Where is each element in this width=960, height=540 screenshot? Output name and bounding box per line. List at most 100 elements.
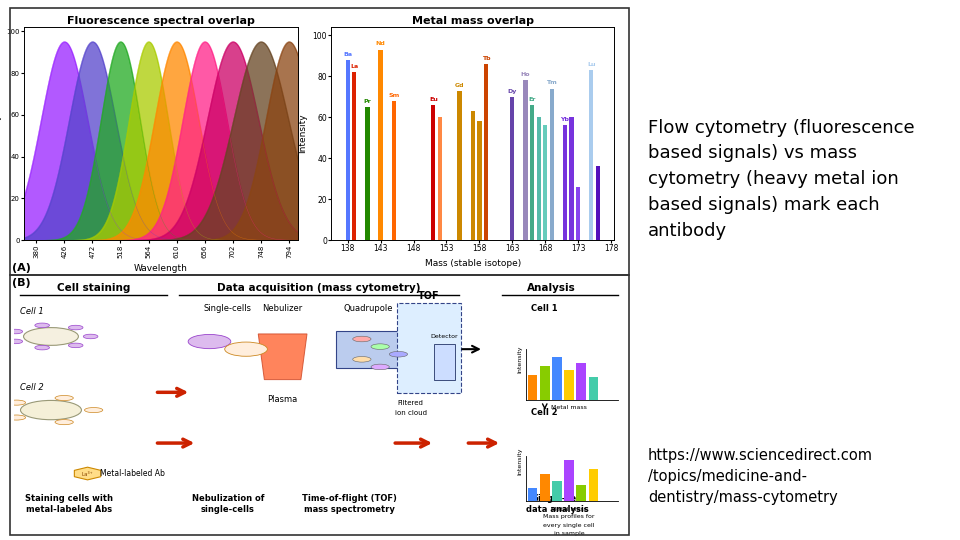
Text: Cell 2: Cell 2 <box>532 408 558 417</box>
Ellipse shape <box>371 344 390 349</box>
Text: metal-labeled Abs: metal-labeled Abs <box>26 504 112 514</box>
Text: every single cell: every single cell <box>543 523 595 528</box>
Polygon shape <box>258 334 307 380</box>
Ellipse shape <box>84 334 98 339</box>
Bar <box>576 187 580 240</box>
Bar <box>550 89 554 240</box>
Text: Mass profiles for: Mass profiles for <box>543 514 595 519</box>
Ellipse shape <box>352 336 371 342</box>
Text: ion cloud: ion cloud <box>395 410 426 416</box>
Ellipse shape <box>390 352 408 357</box>
Bar <box>523 80 528 240</box>
Ellipse shape <box>55 420 73 424</box>
Ellipse shape <box>68 325 83 330</box>
FancyBboxPatch shape <box>336 330 400 368</box>
Text: Yb: Yb <box>561 117 569 123</box>
Ellipse shape <box>8 339 23 344</box>
Text: in sample: in sample <box>554 531 585 536</box>
Bar <box>564 460 574 502</box>
Bar <box>530 105 534 240</box>
Bar <box>458 91 462 240</box>
Text: Dy: Dy <box>508 89 517 93</box>
Text: Lu: Lu <box>588 62 595 67</box>
Ellipse shape <box>24 328 79 346</box>
Text: Pr: Pr <box>364 99 372 104</box>
FancyBboxPatch shape <box>396 303 461 393</box>
Text: TOF: TOF <box>419 291 440 301</box>
Polygon shape <box>74 467 101 480</box>
Ellipse shape <box>35 345 50 350</box>
Text: Metal mass: Metal mass <box>551 405 588 410</box>
Text: La: La <box>350 64 358 69</box>
X-axis label: Wavelength: Wavelength <box>133 264 188 273</box>
FancyBboxPatch shape <box>434 343 454 380</box>
Bar <box>470 111 475 240</box>
Title: Metal mass overlap: Metal mass overlap <box>412 16 534 26</box>
Text: Cell 1: Cell 1 <box>20 307 44 315</box>
Text: https://www.sciencedirect.com
/topics/medicine-and-
dentistry/mass-cytometry: https://www.sciencedirect.com /topics/me… <box>648 448 873 505</box>
Ellipse shape <box>352 356 371 362</box>
Bar <box>537 117 540 240</box>
Text: Tb: Tb <box>482 56 491 61</box>
X-axis label: Mass (stable isotope): Mass (stable isotope) <box>424 259 521 268</box>
Bar <box>588 469 598 502</box>
Text: (A): (A) <box>12 262 32 273</box>
Text: Sm: Sm <box>388 93 399 98</box>
Text: Tm: Tm <box>546 80 557 85</box>
Bar <box>528 488 538 502</box>
Bar <box>484 64 488 240</box>
Bar <box>564 370 574 400</box>
Text: Cell staining: Cell staining <box>57 284 131 293</box>
Bar <box>477 122 482 240</box>
Ellipse shape <box>20 401 82 420</box>
Text: Data acquisition (mass cytometry): Data acquisition (mass cytometry) <box>218 284 420 293</box>
Text: La³⁺: La³⁺ <box>82 472 93 477</box>
Text: Ba: Ba <box>343 52 352 57</box>
Text: Time-of-flight (TOF): Time-of-flight (TOF) <box>302 495 397 503</box>
Bar <box>352 72 356 240</box>
Text: Nebulizer: Nebulizer <box>262 304 302 313</box>
Text: Nebulization of: Nebulization of <box>191 495 264 503</box>
Ellipse shape <box>84 408 103 413</box>
Text: Quadrupole: Quadrupole <box>344 304 393 313</box>
Text: Detector: Detector <box>430 334 458 339</box>
Ellipse shape <box>35 323 50 328</box>
Bar <box>540 366 550 400</box>
Ellipse shape <box>188 334 230 349</box>
Bar <box>438 117 442 240</box>
Text: Filtered: Filtered <box>397 400 423 406</box>
Text: Nd: Nd <box>375 42 386 46</box>
Text: Intensity: Intensity <box>517 447 523 475</box>
Text: Metal mass: Metal mass <box>551 507 588 511</box>
Bar <box>563 125 567 240</box>
Text: single-cells: single-cells <box>201 504 254 514</box>
Bar <box>540 474 550 502</box>
Title: Fluorescence spectral overlap: Fluorescence spectral overlap <box>67 16 254 26</box>
Text: Analysis: Analysis <box>526 284 575 293</box>
Bar <box>510 97 515 240</box>
Text: Er: Er <box>528 97 536 102</box>
Text: Gd: Gd <box>455 83 465 87</box>
Bar <box>392 101 396 240</box>
Ellipse shape <box>8 329 23 334</box>
Text: Flow cytometry (fluorescence
based signals) vs mass
cytometry (heavy metal ion
b: Flow cytometry (fluorescence based signa… <box>648 119 915 240</box>
Text: Single-cells: Single-cells <box>204 304 252 313</box>
Bar <box>569 117 574 240</box>
Bar <box>596 166 600 240</box>
Bar <box>346 60 349 240</box>
Ellipse shape <box>225 342 268 356</box>
Ellipse shape <box>8 400 26 405</box>
Text: Staining cells with: Staining cells with <box>25 495 113 503</box>
Text: Plasma: Plasma <box>268 395 298 404</box>
Text: data analysis: data analysis <box>525 504 588 514</box>
Ellipse shape <box>55 395 73 401</box>
Bar <box>552 356 562 400</box>
Bar <box>378 50 383 240</box>
Text: Single-cell: Single-cell <box>532 495 582 503</box>
Text: Eu: Eu <box>429 97 438 102</box>
Ellipse shape <box>371 364 390 370</box>
Text: mass spectrometry: mass spectrometry <box>304 504 396 514</box>
Bar <box>589 70 593 240</box>
Y-axis label: Intensity: Intensity <box>298 114 307 153</box>
Text: Cell 2: Cell 2 <box>20 383 44 391</box>
